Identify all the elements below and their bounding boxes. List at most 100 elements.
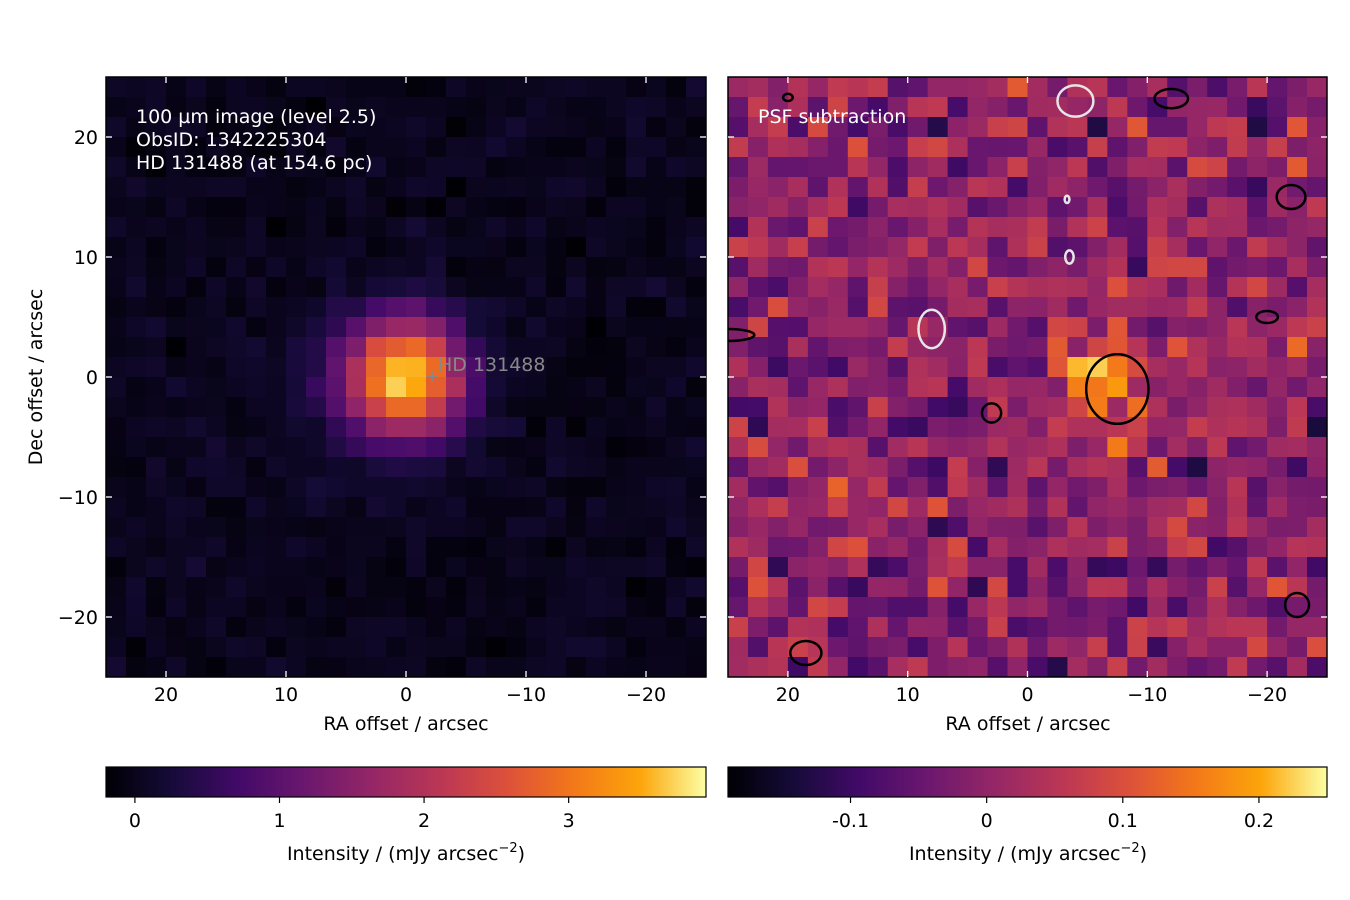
right-heatmap-panel: 20 10 0 −10 −20 PSF subtraction RA offset / …	[727, 76, 1328, 735]
heatmap-cell	[686, 297, 706, 318]
heatmap-cell	[566, 137, 587, 158]
heatmap-cell	[426, 357, 447, 378]
heatmap-cell	[166, 477, 187, 498]
heatmap-cell	[967, 617, 989, 638]
heatmap-cell	[146, 177, 167, 198]
positive-contour	[781, 92, 794, 103]
heatmap-cell	[927, 397, 949, 418]
heatmap-cell	[566, 597, 587, 618]
heatmap-cell	[1287, 637, 1308, 658]
heatmap-cell	[1027, 77, 1049, 98]
heatmap-cell	[827, 437, 849, 458]
heatmap-cell	[1287, 217, 1308, 238]
heatmap-cell	[907, 237, 929, 258]
heatmap-cell	[1107, 557, 1128, 578]
heatmap-cell	[426, 257, 447, 278]
heatmap-cell	[366, 77, 387, 98]
heatmap-cell	[546, 117, 567, 138]
positive-contour	[1255, 309, 1280, 325]
heatmap-cell	[867, 237, 889, 258]
heatmap-cell	[927, 217, 949, 238]
heatmap-cell	[967, 457, 989, 478]
heatmap-cell	[1247, 597, 1268, 618]
heatmap-cell	[626, 577, 647, 598]
heatmap-cell	[1067, 337, 1088, 358]
heatmap-cell	[728, 617, 749, 638]
heatmap-cell	[286, 477, 307, 498]
heatmap-cell	[867, 417, 889, 438]
heatmap-cell	[146, 517, 167, 538]
heatmap-cell	[907, 517, 929, 538]
heatmap-cell	[226, 377, 247, 398]
x-tick-label: −10	[1127, 684, 1167, 706]
heatmap-cell	[967, 557, 989, 578]
heatmap-cell	[767, 197, 789, 218]
heatmap-cell	[586, 537, 607, 558]
heatmap-cell	[606, 317, 627, 338]
heatmap-cell	[186, 657, 207, 677]
heatmap-cell	[346, 277, 367, 298]
heatmap-cell	[767, 257, 789, 278]
heatmap-cell	[466, 517, 487, 538]
heatmap-cell	[246, 617, 267, 638]
heatmap-cell	[646, 217, 667, 238]
heatmap-cell	[286, 577, 307, 598]
heatmap-cell	[166, 117, 187, 138]
heatmap-cell	[1307, 177, 1327, 198]
heatmap-cell	[1187, 277, 1208, 298]
heatmap-cell	[586, 137, 607, 158]
heatmap-cell	[1207, 617, 1228, 638]
heatmap-cell	[466, 157, 487, 178]
heatmap-cell	[126, 277, 147, 298]
heatmap-cell	[887, 277, 909, 298]
heatmap-cell	[1227, 437, 1248, 458]
heatmap-cell	[787, 317, 809, 338]
heatmap-cell	[1207, 557, 1228, 578]
heatmap-cell	[827, 177, 849, 198]
positive-contour	[1275, 183, 1307, 211]
heatmap-cell	[226, 517, 247, 538]
heatmap-cell	[126, 577, 147, 598]
heatmap-cell	[386, 457, 407, 478]
heatmap-cell	[366, 137, 387, 158]
heatmap-cell	[466, 397, 487, 418]
heatmap-cell	[646, 257, 667, 278]
heatmap-cell	[366, 537, 387, 558]
heatmap-cell	[526, 397, 547, 418]
heatmap-cell	[406, 277, 427, 298]
heatmap-cell	[306, 637, 327, 658]
heatmap-cell	[827, 597, 849, 618]
heatmap-cell	[686, 637, 706, 658]
heatmap-cell	[807, 617, 829, 638]
heatmap-cell	[266, 417, 287, 438]
heatmap-cell	[246, 297, 267, 318]
heatmap-cell	[1167, 177, 1188, 198]
heatmap-cell	[967, 657, 989, 677]
heatmap-cell	[226, 257, 247, 278]
heatmap-cell	[286, 77, 307, 98]
heatmap-cell	[506, 417, 527, 438]
heatmap-cell	[1007, 517, 1029, 538]
heatmap-cell	[206, 77, 227, 98]
heatmap-cell	[106, 557, 127, 578]
heatmap-cell	[1287, 137, 1308, 158]
heatmap-cell	[166, 317, 187, 338]
heatmap-cell	[566, 517, 587, 538]
heatmap-cell	[1147, 657, 1168, 677]
heatmap-cell	[1167, 197, 1188, 218]
y-tick-label: 10	[74, 247, 98, 269]
heatmap-cell	[827, 517, 849, 538]
heatmap-cell	[1247, 377, 1268, 398]
heatmap-cell	[1127, 317, 1148, 338]
heatmap-cell	[807, 397, 829, 418]
heatmap-cell	[827, 337, 849, 358]
heatmap-cell	[1007, 557, 1029, 578]
heatmap-cell	[1247, 177, 1268, 198]
heatmap-cell	[566, 157, 587, 178]
heatmap-cell	[146, 497, 167, 518]
heatmap-cell	[286, 617, 307, 638]
heatmap-cell	[126, 337, 147, 358]
heatmap-cell	[1227, 297, 1248, 318]
negative-contour	[1056, 84, 1095, 118]
heatmap-cell	[106, 637, 127, 658]
